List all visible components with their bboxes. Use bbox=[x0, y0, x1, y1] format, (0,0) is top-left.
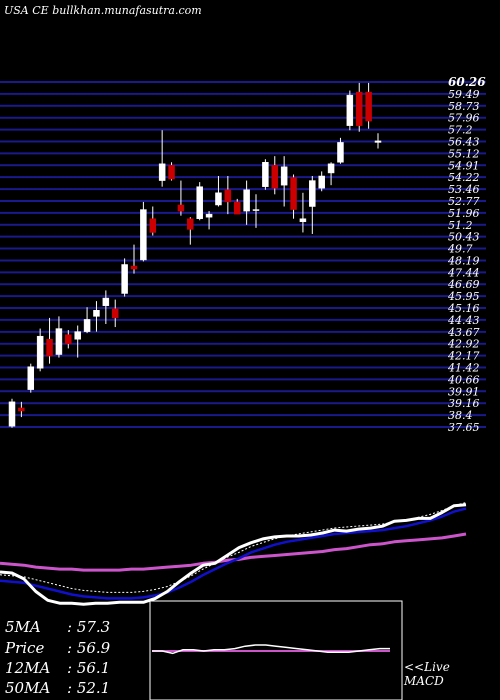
candle-body bbox=[290, 177, 297, 210]
candle-body bbox=[355, 91, 363, 126]
candle-body bbox=[374, 140, 382, 143]
price-tick-label: 42.17 bbox=[447, 350, 480, 363]
price-tick-label: 49.7 bbox=[447, 243, 473, 256]
price-tick-label: 51.96 bbox=[448, 207, 480, 220]
candle-body bbox=[149, 218, 157, 233]
price-tick-label: 45.16 bbox=[447, 302, 480, 315]
price-tick-label: 58.73 bbox=[448, 100, 480, 113]
price-tick-label: 42.92 bbox=[447, 338, 480, 351]
price-grid bbox=[0, 81, 486, 428]
price-tick-label: 54.91 bbox=[448, 159, 480, 172]
price-tick-label: 39.16 bbox=[448, 397, 480, 410]
price-tick-label: 56.43 bbox=[448, 135, 480, 148]
price-tick-label: 57.2 bbox=[448, 124, 473, 137]
candle-body bbox=[46, 339, 53, 357]
moving-average-panel bbox=[0, 502, 467, 606]
candle-body bbox=[280, 166, 288, 186]
price-tick-label: 43.67 bbox=[447, 326, 480, 339]
stat-50ma: 50MA: 52.1 bbox=[5, 679, 111, 697]
macd-panel bbox=[149, 600, 403, 700]
ma-5-line bbox=[0, 503, 467, 606]
candle-body bbox=[337, 142, 344, 163]
price-tick-label: 44.43 bbox=[447, 314, 480, 327]
price-tick-label: 59.49 bbox=[448, 88, 480, 101]
candle-body bbox=[18, 407, 25, 412]
ma-reference-dotted-line bbox=[0, 502, 467, 593]
candle-body bbox=[271, 165, 279, 189]
price-tick-label: 52.77 bbox=[448, 195, 480, 208]
stat-price: Price: 56.9 bbox=[5, 639, 111, 657]
price-tick-label: 40.66 bbox=[447, 373, 480, 386]
candle-body bbox=[224, 189, 232, 203]
price-tick-label: 54.22 bbox=[448, 171, 480, 184]
ma-12-line bbox=[0, 507, 467, 600]
chart-header: USA CE bullkhan.munafasutra.com bbox=[4, 4, 202, 17]
price-tick-label: 37.65 bbox=[448, 421, 480, 434]
candle-body bbox=[74, 331, 81, 340]
price-tick-label: 57.96 bbox=[448, 112, 480, 125]
candle-body bbox=[318, 175, 325, 189]
candle-body bbox=[177, 204, 185, 212]
candle-body bbox=[83, 319, 91, 332]
candle-body bbox=[111, 308, 119, 319]
candle-body bbox=[187, 218, 194, 230]
macd-line bbox=[152, 644, 390, 655]
candle-body bbox=[65, 334, 72, 345]
candle-body bbox=[130, 265, 138, 270]
candle-body bbox=[158, 163, 166, 181]
candle-body bbox=[8, 401, 16, 427]
price-tick-label: 47.44 bbox=[447, 266, 480, 279]
price-tick-label: 45.95 bbox=[447, 290, 480, 303]
candle-body bbox=[215, 192, 222, 206]
macd-box bbox=[149, 600, 403, 700]
price-tick-label: 53.46 bbox=[448, 183, 480, 196]
stat-value: 56.1 bbox=[76, 659, 111, 677]
stat-label: 12MA bbox=[5, 659, 51, 677]
candle-body bbox=[196, 186, 203, 219]
candle-body bbox=[27, 366, 35, 390]
price-tick-label: 51.2 bbox=[448, 219, 473, 232]
candle-body bbox=[102, 297, 110, 306]
candle-body bbox=[252, 209, 260, 211]
price-tick-label: 41.42 bbox=[447, 362, 480, 375]
stat-label: 50MA bbox=[5, 679, 51, 697]
stat-label: 5MA bbox=[5, 618, 41, 636]
stat-12ma: 12MA: 56.1 bbox=[5, 659, 111, 677]
candle-body bbox=[233, 201, 241, 215]
price-tick-label: 60.26 bbox=[448, 75, 486, 89]
candle-body bbox=[346, 94, 354, 126]
candle-body bbox=[243, 189, 250, 212]
macd-label-line: <<Live bbox=[404, 660, 450, 674]
candle-body bbox=[309, 180, 316, 207]
price-tick-labels: 60.2659.4958.7357.9657.256.4355.1254.915… bbox=[447, 75, 486, 434]
price-tick-label: 46.69 bbox=[447, 278, 480, 291]
stat-value: 52.1 bbox=[76, 679, 111, 697]
price-tick-label: 50.43 bbox=[448, 231, 480, 244]
stat-5ma: 5MA: 57.3 bbox=[5, 618, 111, 636]
candle-body bbox=[55, 328, 63, 355]
candle-body bbox=[36, 335, 44, 369]
price-tick-label: 55.12 bbox=[448, 147, 480, 160]
macd-label-line: MACD bbox=[404, 674, 444, 688]
candle-body bbox=[262, 162, 269, 187]
price-tick-label: 38.4 bbox=[448, 409, 473, 422]
candle-body bbox=[168, 165, 175, 180]
stat-value: 56.9 bbox=[76, 639, 111, 657]
candle-body bbox=[93, 310, 100, 317]
candle-body bbox=[205, 213, 213, 218]
candlesticks bbox=[8, 82, 382, 428]
candle-body bbox=[299, 218, 307, 223]
candle-body bbox=[121, 264, 128, 294]
candle-body bbox=[327, 163, 335, 174]
price-tick-label: 48.19 bbox=[447, 254, 480, 267]
stat-label: Price bbox=[5, 639, 45, 657]
stat-value: 57.3 bbox=[76, 618, 111, 636]
candle-body bbox=[140, 209, 147, 261]
price-tick-label: 39.91 bbox=[448, 385, 480, 398]
candle-body bbox=[365, 91, 372, 122]
macd-label: <<Live MACD bbox=[404, 660, 450, 688]
